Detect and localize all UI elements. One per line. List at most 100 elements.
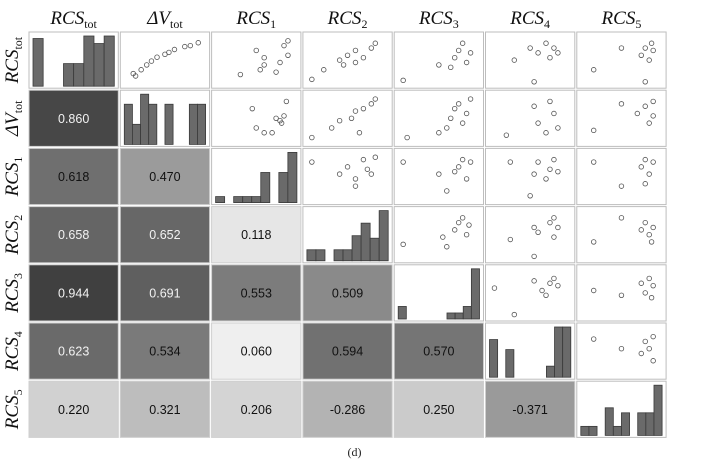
scatter-cell (485, 147, 576, 206)
scatter-point (543, 40, 549, 46)
correlation-value: 0.470 (149, 170, 180, 184)
histogram-bar (140, 93, 150, 145)
histogram-bar (93, 43, 105, 87)
row-header-0: RCStot (2, 36, 25, 84)
column-header-0: RCStot (49, 8, 97, 31)
scatter-point (618, 101, 625, 107)
scatter-point (642, 219, 648, 226)
correlation-value: -0.371 (512, 403, 547, 417)
row-header-4: RCS3 (2, 273, 25, 314)
correlation-cell: 0.944 (28, 264, 119, 322)
scatter-point (650, 113, 656, 119)
scatter-point (352, 183, 359, 189)
scatter-point (459, 215, 466, 221)
scatter-point (648, 295, 655, 301)
scatter-point (590, 239, 597, 245)
scatter-point (309, 76, 315, 83)
scatter-point (459, 40, 466, 46)
scatter-cell (393, 206, 485, 264)
correlation-cell: 0.658 (28, 206, 119, 264)
scatter-frame (485, 206, 576, 264)
scatter-point (590, 287, 597, 294)
correlation-value: 0.534 (149, 345, 180, 359)
histogram-bar (215, 196, 226, 204)
scatter-point (511, 311, 517, 318)
histogram-bar (505, 349, 515, 378)
scatter-point (547, 166, 553, 172)
scatter-point (491, 285, 498, 291)
scatter-point (650, 159, 656, 165)
scatter-point (527, 193, 533, 199)
correlation-value: 0.860 (58, 112, 89, 126)
correlation-cell: 0.206 (211, 380, 302, 438)
scatter-point (436, 171, 442, 177)
scatter-point (261, 54, 267, 61)
histogram-bar (645, 412, 655, 436)
scatter-point (455, 47, 462, 54)
scatter-point (257, 67, 263, 73)
histogram-bar (621, 412, 630, 436)
correlation-value: 0.652 (149, 228, 180, 242)
scatter-cell (576, 89, 667, 147)
histogram-bar (73, 63, 85, 87)
scatter-point (547, 280, 553, 286)
scatter-point (144, 62, 150, 68)
scatter-cell (485, 31, 576, 89)
correlation-value: 0.658 (58, 228, 89, 242)
scatter-point (551, 275, 557, 282)
correlation-cell: 0.321 (119, 380, 211, 438)
scatter-point (638, 280, 644, 286)
correlation-cell: 0.860 (28, 89, 119, 147)
histogram-bar (306, 249, 317, 262)
scatter-point (507, 159, 514, 165)
scatter-cell (485, 206, 576, 264)
scatter-frame (302, 31, 393, 89)
scatter-point (360, 156, 367, 163)
histogram-bar (604, 407, 614, 436)
scatter-cell (576, 206, 667, 264)
scatter-point (372, 40, 379, 46)
scatter-point (650, 98, 656, 105)
histogram-bar (342, 249, 353, 262)
scatter-cell (485, 89, 576, 147)
scatter-cell (119, 31, 211, 89)
histogram-cell (119, 89, 211, 147)
scatter-point (543, 292, 549, 299)
scatter-point (348, 115, 355, 121)
correlation-cell: 0.509 (302, 264, 393, 322)
scatter-point (285, 52, 291, 58)
histogram-bar (369, 237, 380, 262)
scatter-cell (393, 147, 485, 206)
row-header-5: RCS4 (2, 331, 25, 372)
scatter-point (531, 278, 537, 284)
scatter-point (253, 125, 259, 131)
correlation-tile (211, 264, 302, 322)
scatter-point (182, 43, 188, 50)
scatter-point (547, 219, 553, 226)
scatter-point (440, 234, 446, 240)
scatter-point (253, 47, 259, 54)
scatter-point (463, 231, 470, 238)
histogram-cell (576, 380, 667, 438)
histogram-bar (164, 103, 174, 145)
correlation-value: 0.553 (241, 286, 272, 300)
scatter-point (634, 110, 641, 117)
scatter-point (646, 57, 652, 63)
scatter-point (543, 130, 549, 136)
correlation-cell: 0.623 (28, 322, 119, 380)
scatter-point (187, 42, 194, 49)
correlation-cell: -0.286 (302, 380, 393, 438)
scatter-point (336, 171, 343, 177)
scatter-point (507, 236, 514, 243)
correlation-cell: -0.371 (485, 380, 576, 438)
histogram-bar (637, 412, 647, 436)
scatter-frame (302, 89, 393, 147)
scatter-point (372, 96, 379, 102)
scatter-point (463, 59, 470, 66)
correlation-tile (28, 89, 119, 147)
scatter-point (237, 71, 244, 78)
scatter-point (618, 45, 625, 51)
correlation-value: 0.691 (149, 286, 180, 300)
scatter-cell (393, 89, 485, 147)
scatter-point (555, 282, 561, 289)
